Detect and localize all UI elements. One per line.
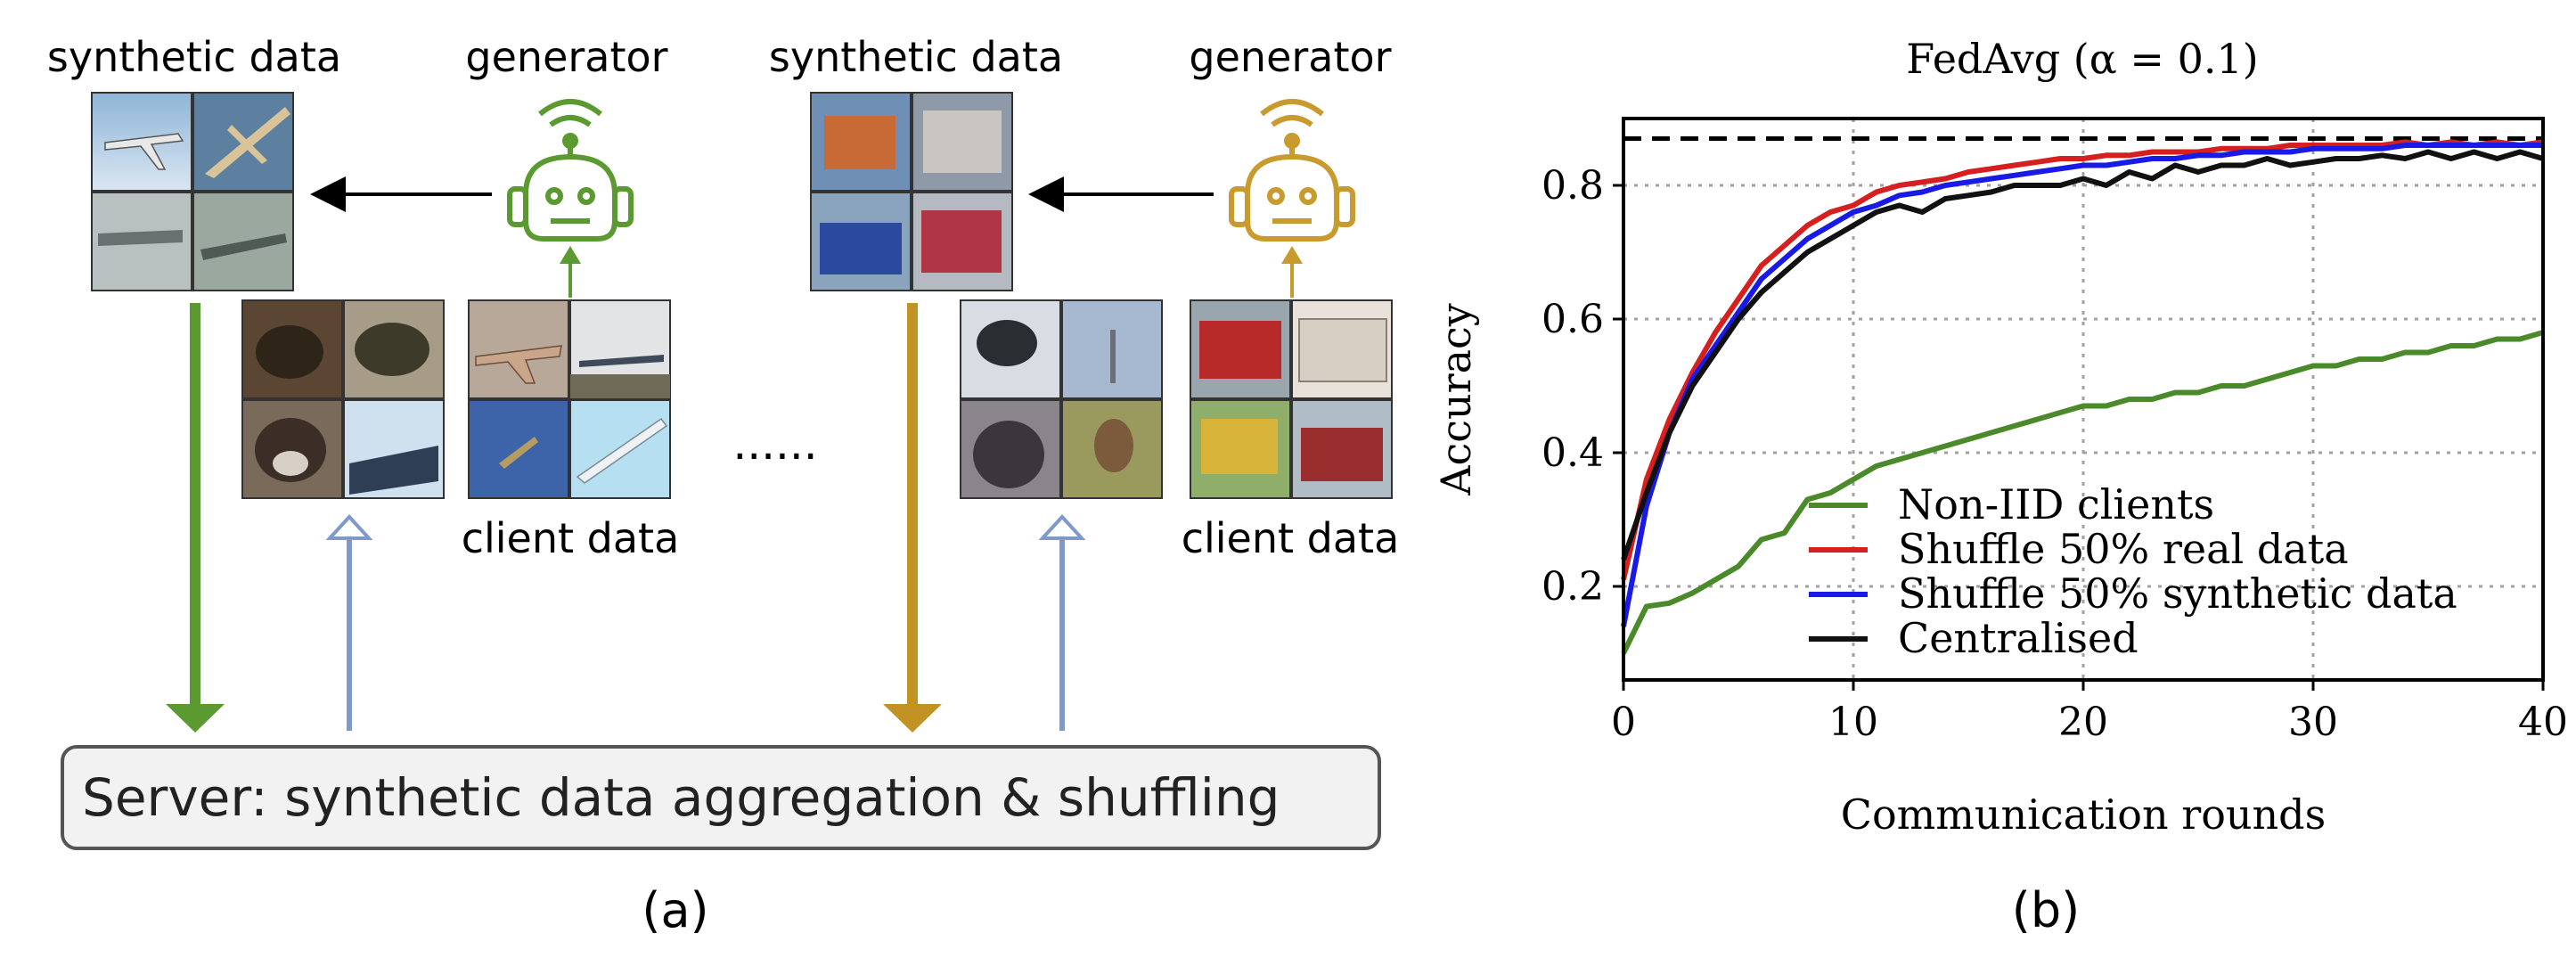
legend-label: Centralised <box>1898 614 2138 662</box>
y-ticks: 0.2 0.4 0.6 0.8 <box>1542 163 1623 610</box>
x-tick-label: 0 <box>1611 700 1636 745</box>
server-box <box>61 745 1381 850</box>
right-client-b-image-grid <box>1190 299 1393 499</box>
caption-b: (b) <box>2012 882 2080 938</box>
panel-b-chart: FedAvg (α = 0.1) 0 10 20 30 40 0.20.40.60.8 … <box>1432 35 2568 938</box>
caption-a: (a) <box>642 882 708 938</box>
ellipsis: ...... <box>732 418 817 470</box>
left-generator-label: generator <box>465 33 667 81</box>
x-ticks: 0 10 20 30 40 <box>1611 680 2568 745</box>
grid-lines <box>1623 119 2543 680</box>
left-generator-robot-icon <box>507 99 634 242</box>
x-tick-label: 30 <box>2288 700 2338 745</box>
chart-title: FedAvg (α = 0.1) <box>1906 35 2258 83</box>
y-tick-label: 0.6 <box>1542 297 1604 342</box>
left-synthetic-label: synthetic data <box>47 33 341 81</box>
legend-label: Shuffle 50% synthetic data <box>1898 569 2457 618</box>
legend-label: Shuffle 50% real data <box>1898 525 2349 573</box>
series-line-centralised <box>1621 149 2544 561</box>
series-lines <box>1621 139 2544 655</box>
left-synthetic-image-grid <box>91 92 294 291</box>
right-client-upload-arrow <box>1038 514 1086 731</box>
y-tick-label: 0.8 <box>1542 163 1604 209</box>
x-tick-label: 20 <box>2058 700 2108 745</box>
right-synthetic-image-grid <box>810 92 1013 291</box>
series-line-shuffle-50-real-data <box>1621 139 2544 581</box>
left-synthetic-upload-arrow <box>166 303 225 733</box>
y-tick-label: 0.4 <box>1542 430 1604 476</box>
x-tick-label: 10 <box>1828 700 1878 745</box>
x-axis-label: Communication rounds <box>1841 790 2326 839</box>
series-line-non-iid-clients <box>1621 330 2544 655</box>
left-client-a-image-grid <box>241 299 445 499</box>
right-generator-label: generator <box>1189 33 1391 81</box>
y-axis-label: Accuracy <box>1432 303 1480 496</box>
left-client-b-image-grid <box>468 299 671 499</box>
right-client-label: client data <box>1182 514 1400 562</box>
left-client-upload-arrow <box>325 514 373 731</box>
x-tick-label: 40 <box>2518 700 2568 745</box>
legend-label: Non-IID clients <box>1898 480 2214 528</box>
y-tick-label: 0.2 <box>1542 564 1604 610</box>
panel-a: synthetic data generator synthetic data … <box>47 33 1399 938</box>
server-label: Server: synthetic data aggregation & shu… <box>82 767 1280 828</box>
right-synthetic-upload-arrow <box>883 303 942 733</box>
series-line-shuffle-50-synthetic-data <box>1621 143 2543 627</box>
right-synthetic-label: synthetic data <box>769 33 1063 81</box>
right-generator-robot-icon <box>1229 99 1355 242</box>
left-client-label: client data <box>462 514 680 562</box>
right-client-a-image-grid <box>960 299 1163 499</box>
